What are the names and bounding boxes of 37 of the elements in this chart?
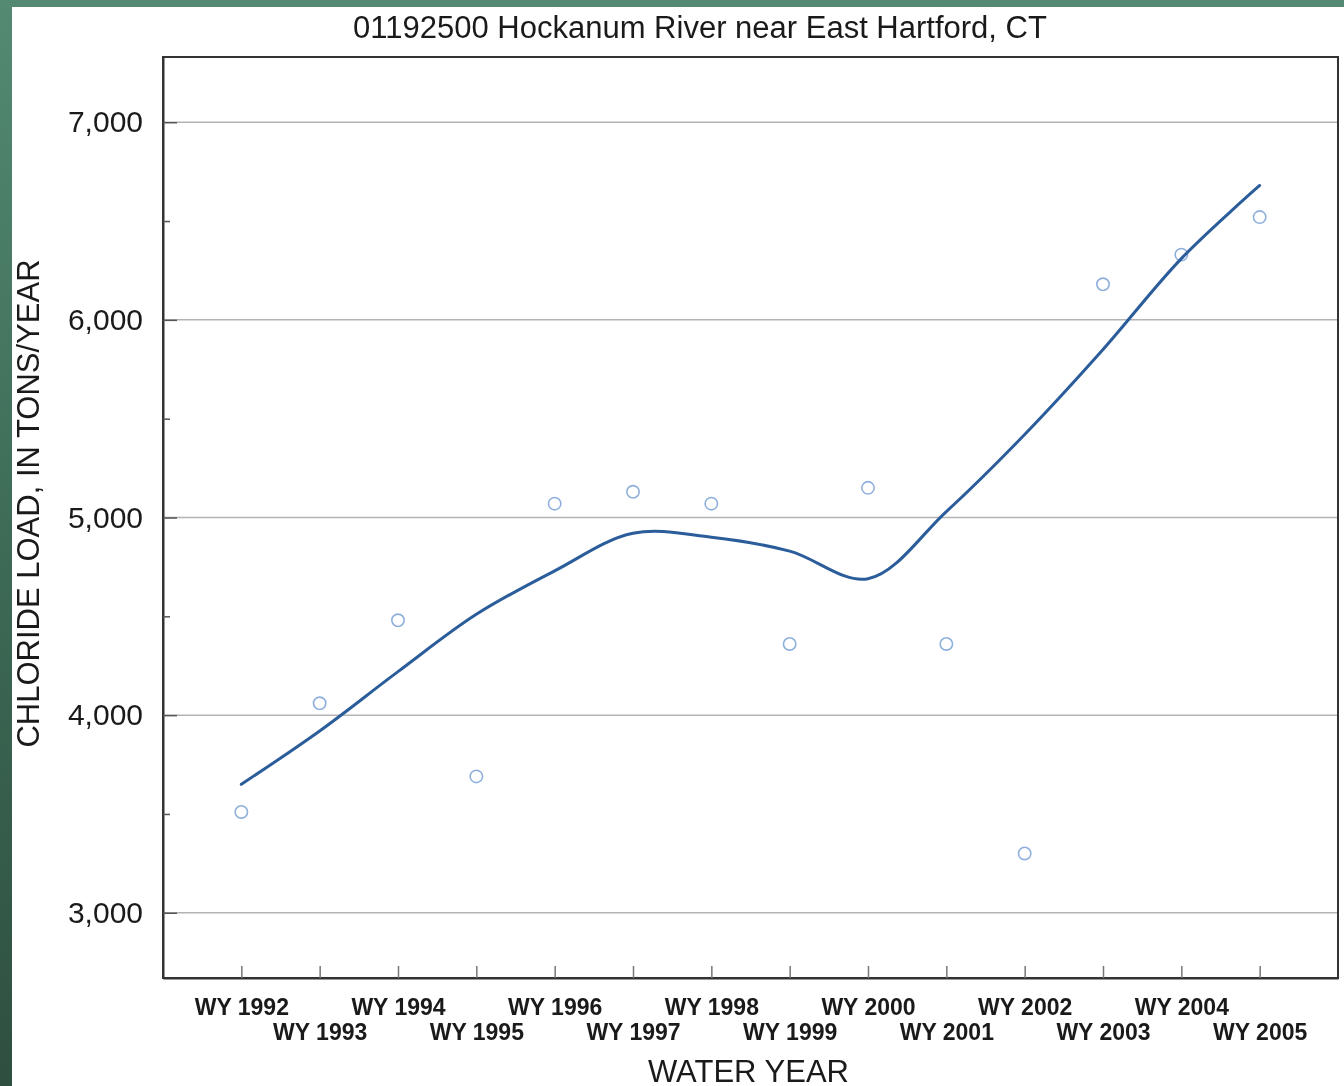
point xyxy=(469,769,484,784)
x-tick-label: WY 1999 xyxy=(743,1019,838,1046)
y-tick-label: 5,000 xyxy=(67,500,143,534)
y-tick-label: 4,000 xyxy=(67,698,143,732)
point xyxy=(234,805,249,819)
x-tick-label: WY 2000 xyxy=(821,994,916,1021)
x-tick-label: WY 2005 xyxy=(1213,1019,1308,1046)
x-tick-label: WY 2003 xyxy=(1056,1019,1151,1046)
x-tick-label: WY 1998 xyxy=(664,994,760,1021)
point xyxy=(312,696,327,711)
point xyxy=(547,496,562,511)
point xyxy=(1096,277,1110,292)
point xyxy=(1252,210,1267,225)
x-tick-label: WY 1993 xyxy=(273,1019,368,1046)
point xyxy=(704,496,719,511)
x-tick-label: WY 1992 xyxy=(194,994,289,1021)
point xyxy=(626,484,640,499)
x-tick-label: WY 1997 xyxy=(586,1019,681,1046)
x-tick-label: WY 1994 xyxy=(351,994,446,1021)
chart-title: 01192500 Hockanum River near East Hartford, CT xyxy=(353,10,1047,45)
x-tick-label: WY 2001 xyxy=(899,1019,995,1046)
y-tick-label: 3,000 xyxy=(67,895,143,929)
y-axis-title: CHLORIDE LOAD, IN TONS/YEAR xyxy=(11,259,46,748)
x-tick-label: WY 1995 xyxy=(429,1019,525,1046)
point xyxy=(782,637,797,651)
x-tick-label: WY 1996 xyxy=(508,994,603,1021)
y-tick-label: 6,000 xyxy=(67,302,143,336)
point xyxy=(391,613,405,628)
point xyxy=(1174,247,1189,262)
line-series xyxy=(239,183,1262,786)
y-tick-label: 7,000 xyxy=(67,105,143,139)
point xyxy=(939,637,954,651)
x-axis-title: WATER YEAR xyxy=(648,1054,849,1086)
x-tick-label: WY 2002 xyxy=(978,994,1073,1021)
x-tick-label: WY 2004 xyxy=(1134,994,1230,1021)
point xyxy=(861,480,875,495)
point xyxy=(1017,846,1032,861)
